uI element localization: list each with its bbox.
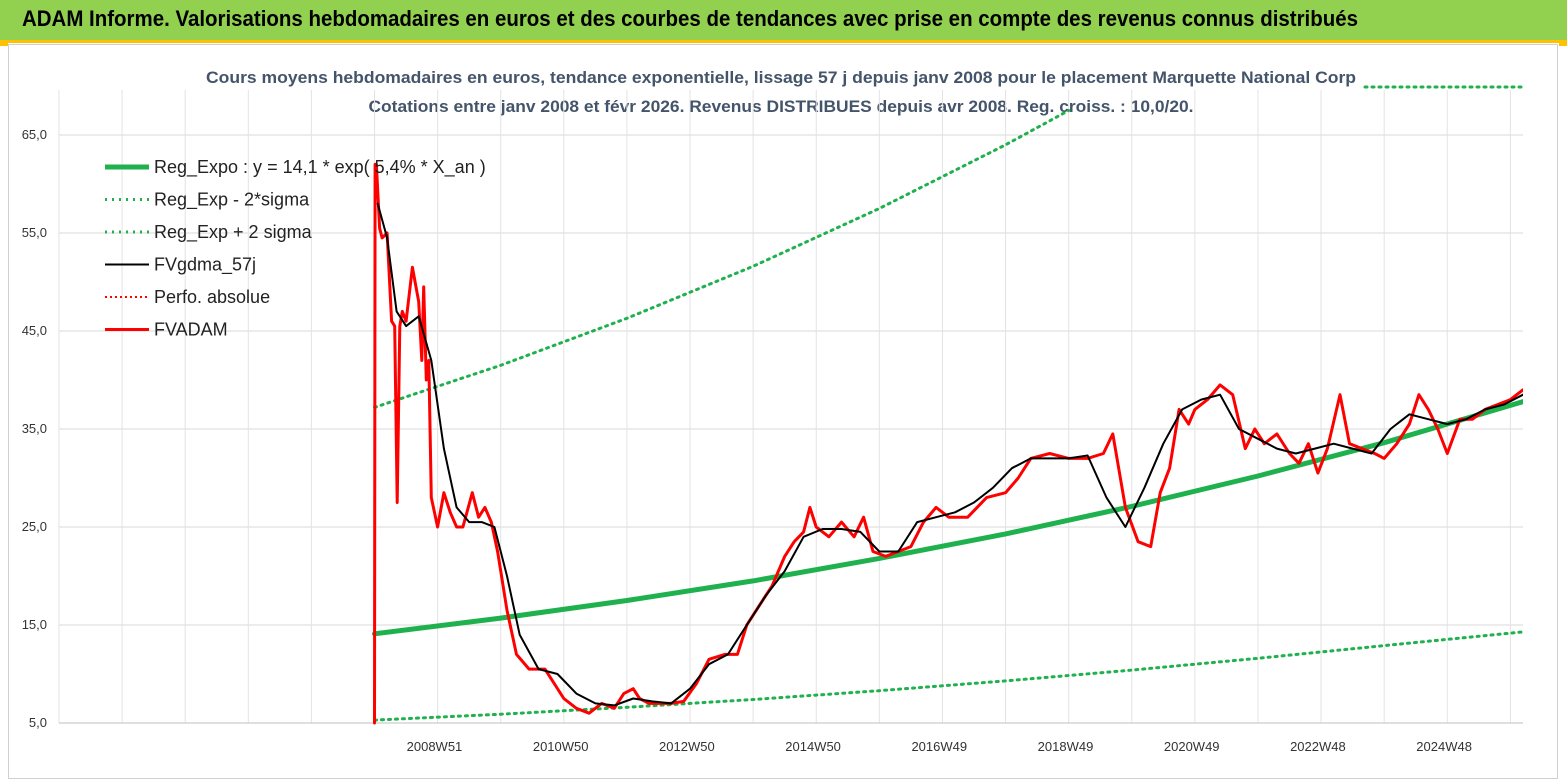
report-banner: ADAM Informe. Valorisations hebdomadaire… xyxy=(0,0,1567,43)
y-tick-label: 65,0 xyxy=(22,127,47,142)
y-tick-label: 15,0 xyxy=(22,617,47,632)
x-tick-label: 2012W50 xyxy=(659,739,715,754)
y-tick-label: 25,0 xyxy=(22,519,47,534)
legend-label: Perfo. absolue xyxy=(154,287,270,307)
x-tick-label: 2022W48 xyxy=(1290,739,1346,754)
corner-accent-right xyxy=(1559,40,1567,46)
chart-series xyxy=(372,85,1525,725)
series-line-fvadam xyxy=(373,162,1523,725)
chart-axes: 5,0 15,0 25,0 35,0 45,0 55,0 65,0 2008W51 2010W5… xyxy=(22,127,1523,754)
report-title: ADAM Informe. Valorisations hebdomadaire… xyxy=(22,6,1359,31)
y-tick-label: 5,0 xyxy=(29,715,47,730)
series-line-reg_exp xyxy=(373,109,1071,409)
legend-label: FVgdma_57j xyxy=(154,255,256,276)
corner-accent-left xyxy=(0,40,8,46)
x-tick-label: 2018W49 xyxy=(1038,739,1094,754)
series-line-fvgdma_57j xyxy=(376,202,1523,707)
x-tick-label: 2010W50 xyxy=(533,739,589,754)
chart-subtitle: Cotations entre janv 2008 et févr 2026. … xyxy=(369,97,1194,116)
chart-legend: Reg_Expo : y = 14,1 * exp( 5,4% * X_an )… xyxy=(105,157,486,340)
x-tick-label: 2020W49 xyxy=(1164,739,1220,754)
series-line-reg_expo xyxy=(372,399,1523,637)
chart-title: Cours moyens hebdomadaires en euros, ten… xyxy=(206,68,1356,87)
chart-grid xyxy=(58,90,1523,724)
y-tick-label: 35,0 xyxy=(22,421,47,436)
y-tick-label: 45,0 xyxy=(22,323,47,338)
x-tick-label: 2008W51 xyxy=(407,739,463,754)
series-line-reg_exp xyxy=(373,630,1523,722)
legend-label: Reg_Exp + 2 sigma xyxy=(154,222,313,243)
legend-label: Reg_Expo : y = 14,1 * exp( 5,4% * X_an ) xyxy=(154,157,486,178)
legend-label: Reg_Exp - 2*sigma xyxy=(154,190,310,211)
y-tick-label: 55,0 xyxy=(22,225,47,240)
legend-label: FVADAM xyxy=(154,320,228,340)
x-tick-label: 2016W49 xyxy=(911,739,967,754)
x-tick-label: 2014W50 xyxy=(785,739,841,754)
chart-area: Cours moyens hebdomadaires en euros, ten… xyxy=(8,44,1558,779)
x-tick-label: 2024W48 xyxy=(1416,739,1472,754)
line-chart: Cours moyens hebdomadaires en euros, ten… xyxy=(22,68,1525,754)
